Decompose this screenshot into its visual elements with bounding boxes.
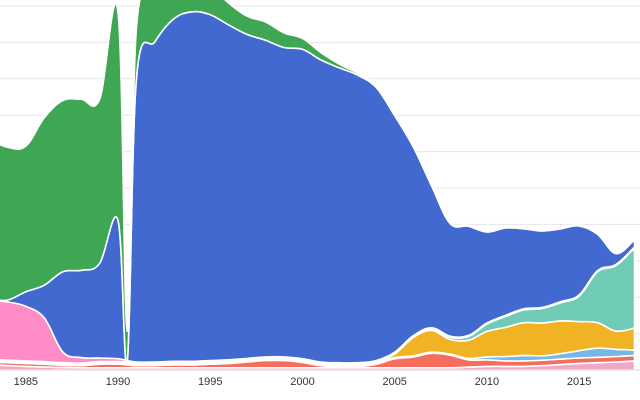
- x-tick-label: 1990: [106, 376, 130, 388]
- x-tick-label: 1985: [14, 376, 38, 388]
- x-axis-ticks: 1985 1990 1995 2000 2005 2010 2015: [14, 376, 592, 388]
- x-tick-label: 2000: [290, 376, 314, 388]
- x-tick-label: 1995: [198, 376, 222, 388]
- area-series: [0, 0, 636, 371]
- area-series-8: [0, 0, 636, 365]
- x-tick-label: 2005: [382, 376, 406, 388]
- x-tick-label: 2010: [475, 376, 499, 388]
- x-tick-label: 2015: [567, 376, 591, 388]
